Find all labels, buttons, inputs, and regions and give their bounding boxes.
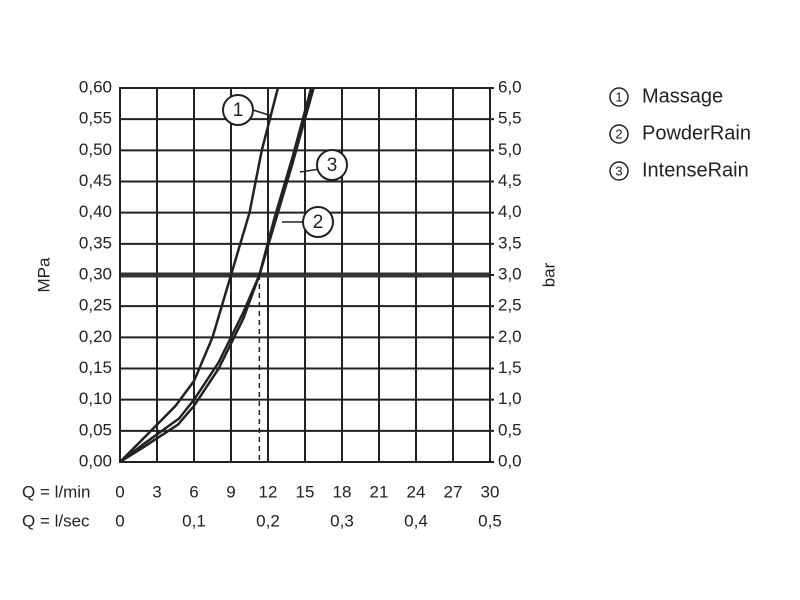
x-tick-label: 21 (370, 482, 389, 501)
y-tick-label: 0,05 (79, 420, 112, 439)
series-line (119, 87, 315, 464)
x2-tick-label: 0,5 (478, 511, 502, 530)
y-tick-label: 0,35 (79, 233, 112, 252)
y2-tick-label: 1,0 (498, 389, 522, 408)
x-tick-label: 9 (226, 482, 235, 501)
curve-label: 3 (327, 155, 338, 176)
y2-tick-label: 0,5 (498, 420, 522, 439)
y-tick-label: 0,50 (79, 140, 112, 159)
x-tick-label: 24 (407, 482, 426, 501)
y2-tick-label: 0,0 (498, 451, 522, 470)
x-tick-label: 12 (259, 482, 278, 501)
y2-tick-label: 1,5 (498, 358, 522, 377)
x2-tick-label: 0 (115, 511, 124, 530)
y-tick-label: 0,00 (79, 451, 112, 470)
series-line (119, 87, 313, 463)
y-tick-label: 0,55 (79, 109, 112, 128)
legend-number: 3 (615, 163, 622, 178)
x-tick-label: 30 (481, 482, 500, 501)
y-tick-label: 0,45 (79, 171, 112, 190)
y2-axis-title: bar (539, 262, 558, 287)
y2-tick-label: 2,0 (498, 327, 522, 346)
plot-frame (119, 87, 491, 463)
x-tick-label: 18 (333, 482, 352, 501)
legend-circle (609, 161, 629, 181)
y-tick-label: 0,15 (79, 358, 112, 377)
curve-label: 1 (233, 100, 244, 121)
label-leader (252, 109, 273, 117)
label-circle (222, 94, 254, 126)
x2-tick-label: 0,1 (182, 511, 206, 530)
y2-tick-label: 3,0 (498, 264, 522, 283)
x-tick-label: 27 (444, 482, 463, 501)
label-circle (302, 206, 334, 238)
y-tick-label: 0,60 (79, 77, 112, 96)
y2-tick-label: 6,0 (498, 77, 522, 96)
x2-tick-label: 0,4 (404, 511, 428, 530)
x-tick-label: 6 (189, 482, 198, 501)
y2-tick-label: 3,5 (498, 233, 522, 252)
y-tick-label: 0,20 (79, 327, 112, 346)
x2-tick-label: 0,3 (330, 511, 354, 530)
legend-number: 1 (615, 89, 622, 104)
y2-tick-label: 5,0 (498, 140, 522, 159)
x2-axis-title: Q = l/sec (22, 511, 90, 530)
x-tick-label: 3 (152, 482, 161, 501)
curve-label: 2 (313, 212, 324, 233)
y-axis-title: MPa (34, 257, 53, 293)
x-tick-label: 15 (296, 482, 315, 501)
series-line (119, 87, 280, 463)
y2-tick-label: 4,0 (498, 202, 522, 221)
x-axis-title: Q = l/min (22, 482, 91, 501)
y-tick-label: 0,25 (79, 296, 112, 315)
label-circle (316, 149, 348, 181)
legend-label: Massage (642, 85, 723, 107)
legend-number: 2 (615, 126, 622, 141)
legend-circle (609, 87, 629, 107)
legend-label: IntenseRain (642, 159, 749, 181)
legend-circle (609, 124, 629, 144)
y2-tick-label: 4,5 (498, 171, 522, 190)
y-tick-label: 0,30 (79, 264, 112, 283)
y-tick-label: 0,10 (79, 389, 112, 408)
y2-tick-label: 2,5 (498, 296, 522, 315)
x-tick-label: 0 (115, 482, 124, 501)
y2-tick-label: 5,5 (498, 109, 522, 128)
y-tick-label: 0,40 (79, 202, 112, 221)
legend-label: PowderRain (642, 122, 751, 144)
x2-tick-label: 0,2 (256, 511, 280, 530)
